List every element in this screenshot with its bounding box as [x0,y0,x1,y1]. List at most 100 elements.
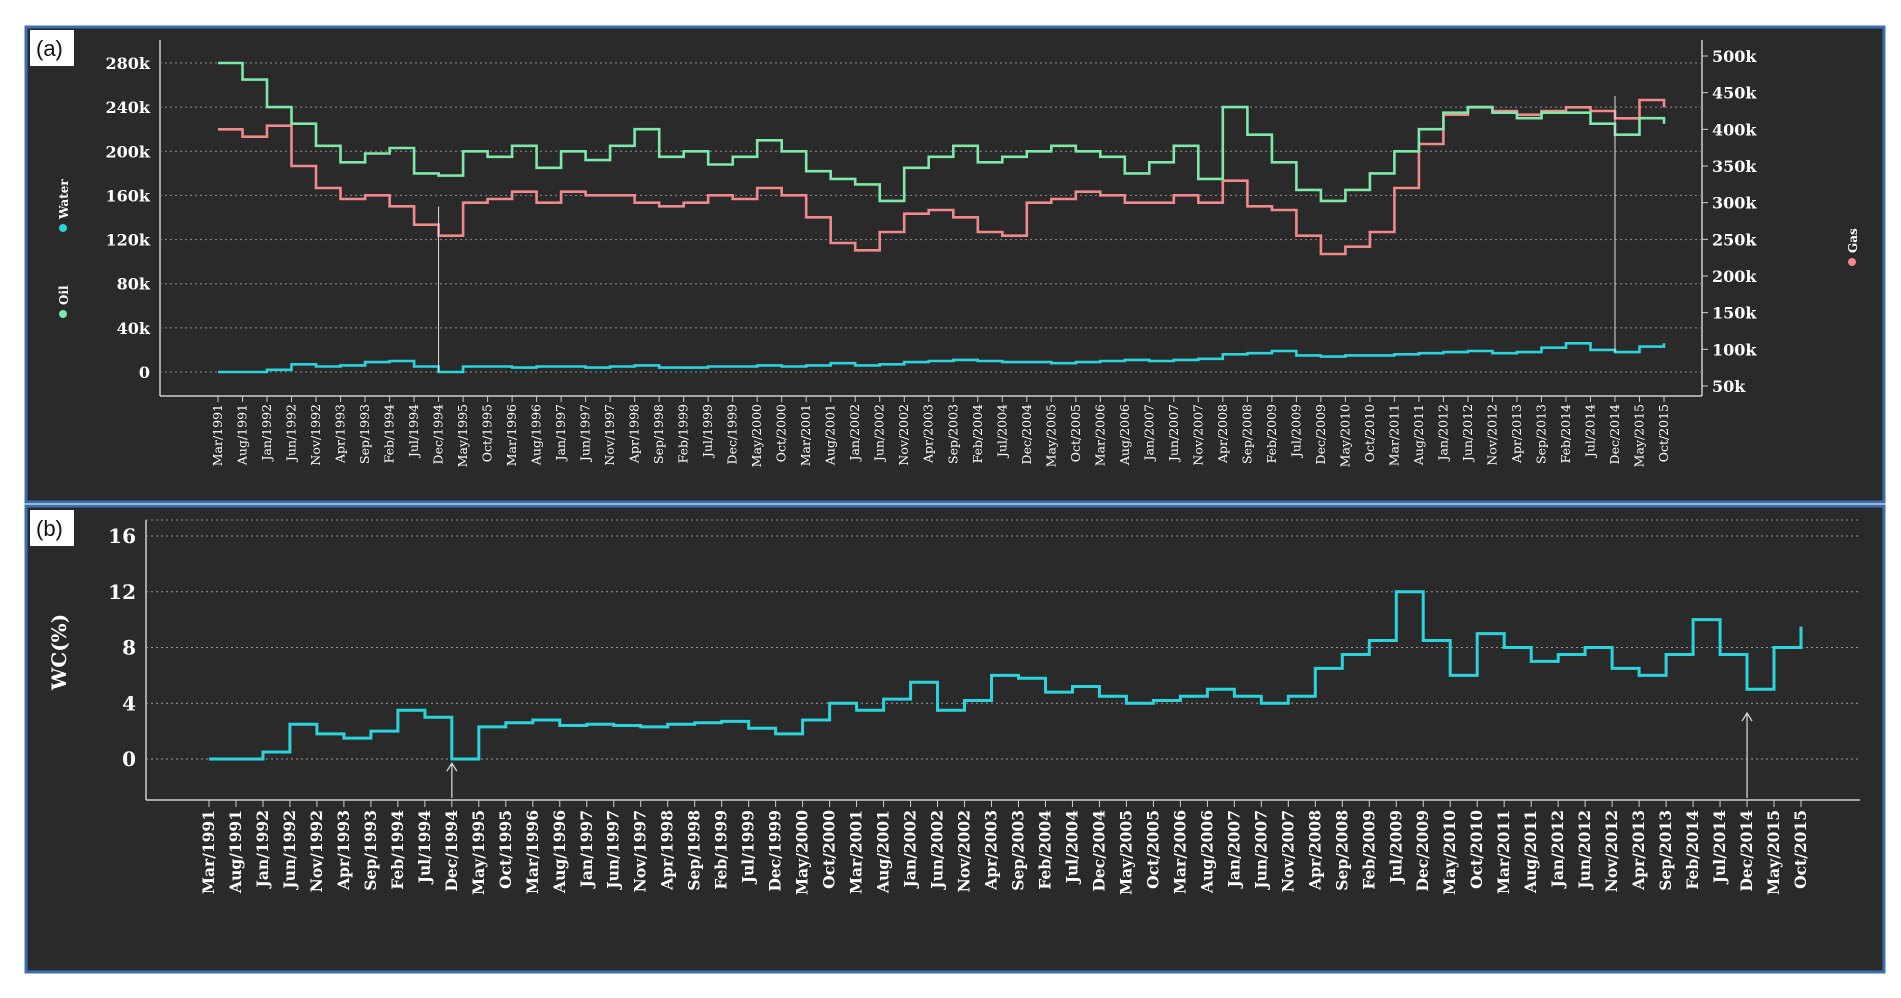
panel-a-right-tick-label: 400k [1712,120,1757,139]
panel-b-x-tick-label: Jul/1994 [415,810,434,886]
panel-b-x-tick-label: Sep/2008 [1332,810,1351,891]
panel-a-x-tick-label: May/2005 [1043,404,1058,467]
panel-a-left-tick-label: 0 [139,363,150,382]
panel-a-x-tick-label: Mar/2001 [798,404,813,466]
panel-b-x-tick-label: Aug/2011 [1521,810,1540,894]
panel-b-x-tick-label: May/2015 [1764,810,1783,895]
panel-a-x-tick-label: Nov/2012 [1484,404,1499,466]
panel-a-x-tick-label: Jan/2012 [1435,404,1450,463]
panel-a-right-tick-label: 150k [1712,304,1757,323]
panel-a-x-tick-label: Apr/2003 [921,404,936,464]
panel-b-x-tick-label: Apr/2008 [1305,810,1324,891]
legend-oil-label: Oil [57,285,71,305]
panel-b-x-tick-label: Nov/2002 [955,810,974,892]
panel-b-x-tick-label: Apr/2003 [982,810,1001,891]
legend-gas-marker [1848,258,1856,266]
panel-b-y-axis: 0 4 8 12 16 [108,524,136,771]
panel-b-x-tick-label: Jun/1997 [604,810,623,891]
panel-a-right-tick-label: 300k [1712,194,1757,213]
panel-b-x-tick-label: Aug/1991 [226,810,245,894]
panel-a-left-tick-label: 240k [106,98,151,117]
panel-b-gridlines [145,519,1860,801]
panel-a-series-gas [218,98,1666,256]
panel-b-label: (b) [36,516,63,541]
panel-b-annotation-arrowhead [1741,711,1753,722]
panel-b-x-tick-label: Jul/2014 [1710,810,1729,886]
panel-b-x-tick-label: Nov/2012 [1602,810,1621,892]
panel-a-series [218,61,1666,374]
legend-water-label: Water [57,179,71,220]
panel-b-label-box [30,510,74,546]
panel-a-gridlines [159,40,1703,397]
panel-a-x-tick-label: Jun/1992 [284,404,299,463]
panel-a-x-tick-label: Feb/2004 [970,404,985,463]
panel-b-x-tick-label: May/1995 [469,810,488,895]
panel-b-x-tick-label: Jun/2012 [1575,810,1594,891]
panel-a-left-axis: 0 40k 80k 120k 160k 200k 240k 280k [106,54,151,382]
panel-b-x-tick-label: Jan/1997 [577,810,596,889]
panel-a-label: (a) [36,36,63,61]
panel-a-left-tick-label: 80k [117,275,151,294]
panel-b-x-tick-label: Sep/1998 [685,810,704,891]
panel-a-x-tick-label: Oct/2010 [1362,404,1377,462]
panel-a-x-tick-label: May/2010 [1337,404,1352,467]
panel-b-series [209,590,1803,799]
panel-a-x-tick-label: Sep/2013 [1533,404,1548,464]
panel-b-x-tick-label: May/2010 [1440,810,1459,895]
panel-b-x-tick-label: Dec/2004 [1089,810,1108,892]
panel-a-x-tick-label: Jun/1997 [578,404,593,463]
panel-a-right-tick-label: 500k [1712,47,1757,66]
panel-b-x-tick-label: Mar/1996 [523,810,542,894]
panel-b-x-tick-label: Sep/1993 [361,810,380,891]
panel-b-x-tick-label: Oct/2005 [1143,810,1162,889]
panel-b-y-tick-label: 0 [122,747,136,771]
panel-a-x-axis: Mar/1991 Aug/1991 Jan/1992 Jun/1992 Nov/1992… [210,396,1671,467]
panel-b-x-tick-label: Sep/2003 [1008,810,1027,891]
panel-a-right-tick-label: 350k [1712,157,1757,176]
panel-a-x-tick-label: Mar/2006 [1092,404,1107,466]
panel-b-x-axis: Mar/1991 Aug/1991 Jan/1992 Jun/1992 Nov/1992… [199,800,1810,895]
panel-a-x-tick-label: Mar/1991 [210,404,225,466]
panel-a-legend: Oil Water Gas [57,179,1860,318]
panel-a-x-tick-label: Apr/2008 [1215,404,1230,464]
panel-a-x-tick-label: Jun/2007 [1166,404,1181,463]
panel-a-x-tick-label: Aug/1991 [235,404,250,466]
panel-a-x-tick-label: Dec/2014 [1607,404,1622,464]
panel-a-x-tick-label: Jun/2012 [1460,404,1475,463]
panel-a-x-tick-label: Mar/1996 [504,404,519,466]
panel-b-x-tick-label: Jan/2007 [1224,810,1243,889]
panel-b-series-wc [209,590,1803,761]
panel-a-left-tick-label: 40k [117,319,151,338]
panel-b-x-tick-label: Mar/2006 [1170,810,1189,894]
panel-a-x-tick-label: Feb/2014 [1558,404,1573,463]
panel-a-x-tick-label: Feb/1999 [676,404,691,463]
panel-a-left-tick-label: 200k [106,142,151,161]
panel-a-series-oil [218,61,1666,203]
panel-a-x-tick-label: Jan/1992 [259,404,274,463]
panel-a-x-tick-label: Aug/2006 [1117,404,1132,466]
panel-a-x-tick-label: Feb/1994 [382,404,397,463]
panel-b-x-tick-label: Jun/1992 [280,810,299,891]
panel-b-x-tick-label: Apr/1998 [658,810,677,891]
panel-a-x-tick-label: Aug/2011 [1411,404,1426,466]
panel-b-x-tick-label: Feb/2014 [1683,810,1702,890]
panel-b-x-tick-label: Feb/2009 [1359,810,1378,890]
panel-b-x-tick-label: Jun/2002 [928,810,947,891]
panel-b-x-tick-label: Jul/2009 [1386,810,1405,885]
panel-a-x-tick-label: May/2000 [749,404,764,467]
panel-a-x-tick-label: May/1995 [455,404,470,467]
panel-a-x-tick-label: Jan/2002 [847,404,862,463]
panel-a-x-tick-label: Dec/1994 [431,404,446,464]
panel-a-x-tick-label: Nov/2007 [1190,404,1205,466]
panel-a-right-tick-label: 200k [1712,267,1757,286]
panel-b-y-tick-label: 12 [108,580,136,604]
legend-oil-marker [59,310,67,318]
panel-b-x-tick-label: Sep/2013 [1656,810,1675,891]
panel-a-left-tick-label: 280k [106,54,151,73]
panel-a-x-tick-label: Jul/2014 [1582,404,1597,459]
panel-b-x-tick-label: Mar/1991 [199,810,218,894]
panel-b-x-tick-label: Aug/1996 [550,810,569,894]
panel-b-x-tick-label: Dec/1994 [442,810,461,892]
panel-a-x-tick-label: Dec/1999 [725,404,740,464]
